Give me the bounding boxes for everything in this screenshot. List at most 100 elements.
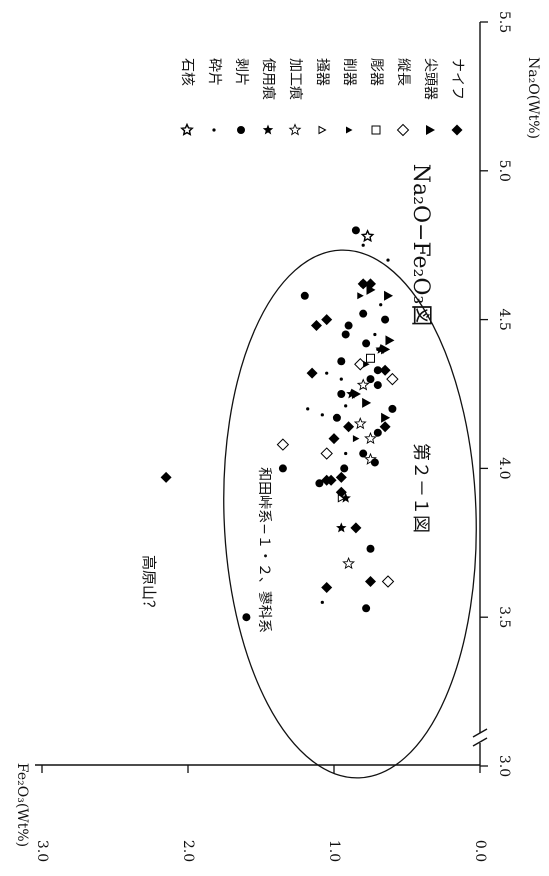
data-point (306, 407, 310, 411)
legend-label: 砕片 (206, 58, 222, 86)
na2o-tick-label: 3.0 (496, 755, 512, 777)
data-point (357, 292, 364, 300)
data-point (350, 522, 362, 534)
data-point (344, 321, 353, 330)
legend-marker (318, 125, 327, 135)
data-point (342, 556, 355, 570)
legend-label: 掻器 (314, 58, 330, 86)
data-point (321, 581, 333, 593)
data-point (362, 604, 371, 613)
legend-label: 石核 (179, 58, 195, 86)
data-point (373, 381, 382, 390)
legend-marker (262, 124, 274, 135)
data-point (388, 404, 397, 413)
data-point (325, 371, 329, 375)
legend-label: 尖頭器 (422, 58, 438, 100)
points-layer (160, 226, 399, 622)
data-point (339, 377, 343, 381)
data-point (337, 357, 346, 366)
data-point (346, 388, 357, 399)
fe2o3-tick-label: 2.0 (180, 840, 196, 862)
na2o-tick-label: 5.5 (496, 11, 512, 33)
data-point (160, 471, 172, 483)
data-point (365, 575, 376, 587)
legend-label: 使用痕 (260, 58, 277, 100)
data-point (337, 390, 346, 398)
fe2o3-tick-label: 3.0 (34, 840, 50, 862)
na2o-tick-label: 3.5 (496, 606, 512, 628)
data-point (373, 332, 377, 337)
figure-number-label: 第２－１図 (410, 443, 431, 533)
data-point (344, 451, 348, 456)
data-point (356, 378, 370, 391)
legend-label: 縦長 (395, 58, 411, 86)
x-axis-title: Na₂O(Wt%) (525, 57, 541, 139)
fe2o3-tick-label: 1.0 (326, 840, 342, 862)
data-point (315, 479, 324, 488)
tick-layer: 3.0 3.5 4.0 4.5 5.0 5.5 0.0 1.0 2.0 3.0 (34, 11, 512, 862)
group-annotation: 和田峠系−１・２、蓼科系 (256, 467, 272, 633)
data-point (376, 347, 380, 351)
legend-marker (396, 123, 410, 137)
data-point (362, 397, 372, 408)
legend-label: 削器 (341, 58, 357, 86)
data-point (340, 464, 349, 473)
data-point (352, 435, 360, 443)
legend-marker (451, 124, 463, 136)
axes (35, 22, 488, 766)
data-point (386, 258, 390, 262)
data-point (320, 447, 333, 460)
legend-marker (180, 122, 194, 136)
data-point (384, 290, 394, 301)
data-point (362, 339, 371, 348)
data-point (300, 291, 309, 300)
data-point (373, 366, 382, 375)
data-point (321, 474, 333, 486)
data-point (385, 335, 395, 346)
legend-marker (371, 125, 381, 135)
chart-title: Na₂O−Fe₂O₃図 (408, 164, 433, 326)
data-point (366, 284, 376, 295)
data-point (344, 404, 348, 408)
data-point (381, 315, 390, 324)
data-point (375, 343, 386, 354)
data-point (359, 449, 368, 458)
data-point (353, 417, 367, 430)
data-point (351, 226, 360, 235)
data-point (386, 372, 399, 386)
legend-label: 彫器 (368, 58, 384, 86)
data-point (340, 492, 351, 503)
legend-label: ナイフ (449, 58, 465, 100)
legend-marker (288, 123, 302, 136)
data-point (335, 471, 347, 483)
data-point (364, 452, 377, 465)
data-point (379, 421, 391, 433)
data-point (366, 375, 375, 384)
data-point (336, 522, 347, 533)
legend-marker (212, 128, 216, 132)
data-point (361, 243, 365, 247)
outlier-annotation: 高原山？ (140, 555, 158, 615)
data-point (321, 314, 333, 326)
data-point (381, 412, 391, 423)
y-axis-title: Fe₂O₃(Wt%) (14, 763, 30, 847)
data-point (379, 364, 391, 376)
data-point (366, 544, 375, 553)
legend-marker (346, 126, 353, 134)
data-point (360, 229, 375, 243)
data-point (276, 438, 290, 451)
data-point (320, 600, 324, 604)
data-point (328, 433, 340, 445)
data-point (306, 367, 318, 379)
fe2o3-axis-label: Fe₂O₃(Wt%) (14, 763, 30, 847)
legend-marker (426, 125, 435, 135)
data-point (364, 431, 377, 445)
group-envelope (223, 249, 477, 779)
data-point (320, 413, 324, 417)
data-point (366, 353, 375, 363)
data-point (381, 575, 395, 588)
fe2o3-tick-label: 0.0 (472, 840, 488, 862)
legend-label: 加工痕 (287, 58, 303, 100)
